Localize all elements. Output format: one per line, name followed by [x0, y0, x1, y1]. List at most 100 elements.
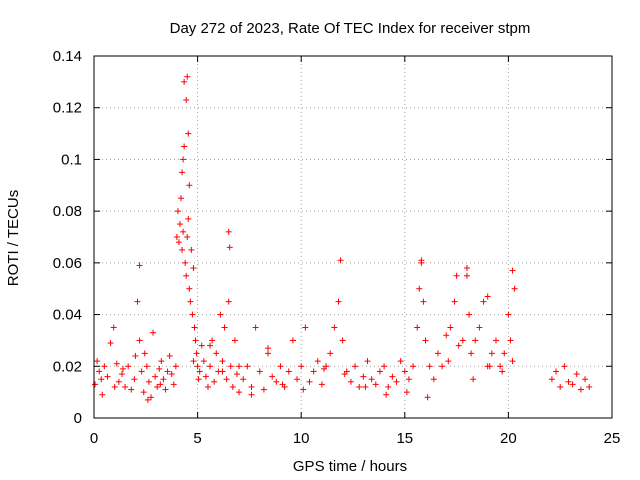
data-point: [98, 376, 105, 383]
data-point: [582, 376, 589, 383]
data-point: [314, 358, 321, 365]
data-point: [492, 337, 499, 344]
data-point: [385, 383, 392, 390]
data-point: [111, 383, 118, 390]
data-point: [352, 363, 359, 370]
data-point: [154, 383, 161, 390]
data-point: [157, 381, 164, 388]
data-point: [447, 324, 454, 331]
data-point: [318, 381, 325, 388]
data-point: [207, 342, 214, 349]
data-point: [191, 324, 198, 331]
data-point: [466, 311, 473, 318]
x-tick-label: 25: [604, 430, 621, 447]
data-point: [166, 352, 173, 359]
data-point: [158, 358, 165, 365]
data-point: [381, 363, 388, 370]
y-tick-label: 0.1: [61, 151, 82, 168]
data-point: [426, 363, 433, 370]
data-point: [198, 342, 205, 349]
data-point: [223, 376, 230, 383]
plot-frame: [93, 55, 613, 419]
data-point: [240, 376, 247, 383]
y-tick-label: 0.14: [53, 48, 82, 65]
data-point: [445, 358, 452, 365]
data-point: [505, 311, 512, 318]
data-point: [335, 298, 342, 305]
data-point: [586, 383, 593, 390]
data-point: [188, 246, 195, 253]
data-point: [327, 350, 334, 357]
data-point: [300, 386, 307, 393]
data-point: [265, 350, 272, 357]
data-point: [298, 363, 305, 370]
y-tick-label: 0.04: [53, 307, 82, 324]
data-point: [176, 221, 183, 228]
data-point: [331, 324, 338, 331]
data-point: [561, 363, 568, 370]
data-point: [453, 272, 460, 279]
data-point: [204, 383, 211, 390]
data-point: [337, 257, 344, 264]
data-point: [192, 337, 199, 344]
data-point: [150, 329, 157, 336]
data-point: [181, 78, 188, 85]
data-point: [128, 386, 135, 393]
x-axis-title: GPS time / hours: [293, 458, 407, 475]
x-tick-label: 5: [193, 430, 201, 447]
data-point: [179, 169, 186, 176]
data-point: [96, 368, 103, 375]
data-point: [368, 376, 375, 383]
data-point: [509, 358, 516, 365]
data-point: [488, 350, 495, 357]
data-point: [364, 358, 371, 365]
data-point: [463, 272, 470, 279]
data-point: [213, 350, 220, 357]
data-point: [174, 208, 181, 215]
data-point: [209, 337, 216, 344]
data-point: [122, 383, 129, 390]
data-point: [265, 345, 272, 352]
data-point: [499, 368, 506, 375]
data-point: [219, 368, 226, 375]
data-point: [248, 383, 255, 390]
data-point: [143, 363, 150, 370]
data-point: [273, 378, 280, 385]
data-point: [194, 363, 201, 370]
y-tick-labels: 0 0.02 0.04 0.06 0.08 0.1 0.12 0.14: [53, 48, 82, 427]
data-points: [92, 73, 593, 403]
data-point: [136, 337, 143, 344]
data-point: [393, 378, 400, 385]
data-point: [233, 371, 240, 378]
data-point: [553, 368, 560, 375]
data-point: [372, 381, 379, 388]
y-axis-title: ROTI / TECUs: [5, 190, 22, 286]
data-point: [140, 389, 147, 396]
y-tick-label: 0.06: [53, 255, 82, 272]
data-point: [217, 311, 224, 318]
data-point: [320, 365, 327, 372]
data-point: [501, 350, 508, 357]
data-point: [463, 265, 470, 272]
data-point: [179, 246, 186, 253]
data-point: [362, 383, 369, 390]
data-point: [430, 376, 437, 383]
data-point: [356, 383, 363, 390]
data-point: [183, 96, 190, 103]
x-tick-label: 15: [396, 430, 413, 447]
data-point: [294, 376, 301, 383]
data-point: [339, 337, 346, 344]
data-point: [244, 363, 251, 370]
x-tick-label: 20: [500, 430, 517, 447]
data-point: [341, 371, 348, 378]
data-point: [183, 272, 190, 279]
data-point: [141, 350, 148, 357]
data-point: [376, 368, 383, 375]
data-point: [302, 324, 309, 331]
data-point: [147, 394, 154, 401]
data-point: [164, 368, 171, 375]
data-point: [221, 324, 228, 331]
data-point: [180, 228, 187, 235]
x-tick-label: 0: [90, 430, 98, 447]
grid-lines: [94, 56, 612, 418]
